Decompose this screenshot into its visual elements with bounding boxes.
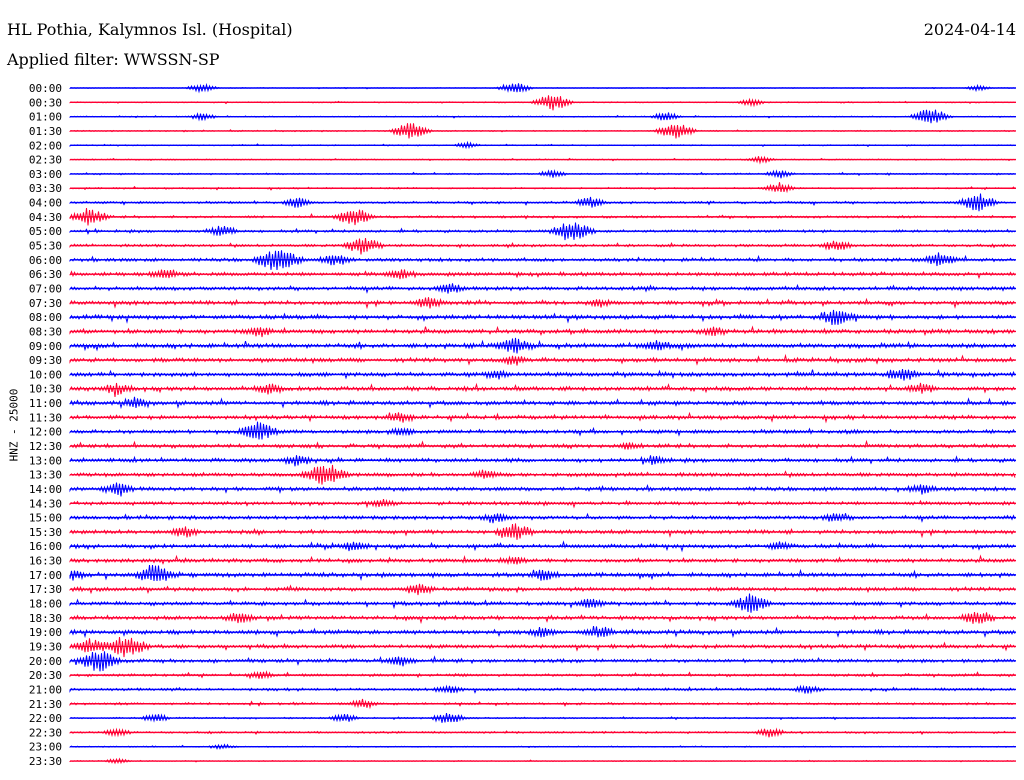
row-label-0330: 03:30 (29, 182, 62, 195)
row-label-1400: 14:00 (29, 483, 62, 496)
row-label-1200: 12:00 (29, 426, 62, 439)
row-label-2100: 21:00 (29, 683, 62, 696)
row-label-1000: 10:00 (29, 368, 62, 381)
station-title: HL Pothia, Kalymnos Isl. (Hospital) (7, 20, 293, 39)
row-label-0700: 07:00 (29, 282, 62, 295)
trace-0330 (69, 182, 1016, 194)
row-label-0130: 01:30 (29, 125, 62, 138)
row-label-1600: 16:00 (29, 540, 62, 553)
row-label-2000: 20:00 (29, 655, 62, 668)
row-label-1230: 12:30 (29, 440, 62, 453)
row-label-1530: 15:30 (29, 526, 62, 539)
row-label-0930: 09:30 (29, 354, 62, 367)
row-label-0230: 02:30 (29, 154, 62, 167)
row-label-1700: 17:00 (29, 569, 62, 582)
row-label-0730: 07:30 (29, 297, 62, 310)
row-label-1830: 18:30 (29, 612, 62, 625)
trace-1030 (69, 382, 1016, 397)
row-label-2200: 22:00 (29, 712, 62, 725)
row-label-0430: 04:30 (29, 211, 62, 224)
row-label-1800: 18:00 (29, 598, 62, 611)
row-label-1900: 19:00 (29, 626, 62, 639)
row-label-2300: 23:00 (29, 741, 62, 754)
row-label-0400: 04:00 (29, 197, 62, 210)
row-label-0900: 09:00 (29, 340, 62, 353)
trace-0730 (69, 297, 1016, 310)
row-label-0000: 00:00 (29, 82, 62, 95)
row-label-1430: 14:30 (29, 497, 62, 510)
row-label-0030: 00:30 (29, 96, 62, 109)
row-label-2230: 22:30 (29, 726, 62, 739)
row-label-0100: 01:00 (29, 111, 62, 124)
row-label-0800: 08:00 (29, 311, 62, 324)
filter-label: Applied filter: WWSSN-SP (7, 50, 220, 69)
trace-1700 (69, 564, 1016, 582)
row-label-1330: 13:30 (29, 469, 62, 482)
row-label-1130: 11:30 (29, 411, 62, 424)
row-label-0530: 05:30 (29, 240, 62, 253)
row-label-1100: 11:00 (29, 397, 62, 410)
row-label-0600: 06:00 (29, 254, 62, 267)
row-label-1500: 15:00 (29, 512, 62, 525)
row-label-2130: 21:30 (29, 698, 62, 711)
row-label-1730: 17:30 (29, 583, 62, 596)
row-label-0300: 03:00 (29, 168, 62, 181)
row-label-2030: 20:30 (29, 669, 62, 682)
row-label-1030: 10:30 (29, 383, 62, 396)
row-label-1630: 16:30 (29, 555, 62, 568)
row-label-0630: 06:30 (29, 268, 62, 281)
record-date: 2024-04-14 (923, 20, 1016, 39)
row-label-0830: 08:30 (29, 325, 62, 338)
row-label-0500: 05:00 (29, 225, 62, 238)
row-label-0200: 02:00 (29, 139, 62, 152)
row-label-1930: 19:30 (29, 640, 62, 653)
row-label-2330: 23:30 (29, 755, 62, 768)
trace-0530 (69, 238, 1016, 255)
row-label-1300: 13:00 (29, 454, 62, 467)
trace-1200 (69, 421, 1016, 440)
